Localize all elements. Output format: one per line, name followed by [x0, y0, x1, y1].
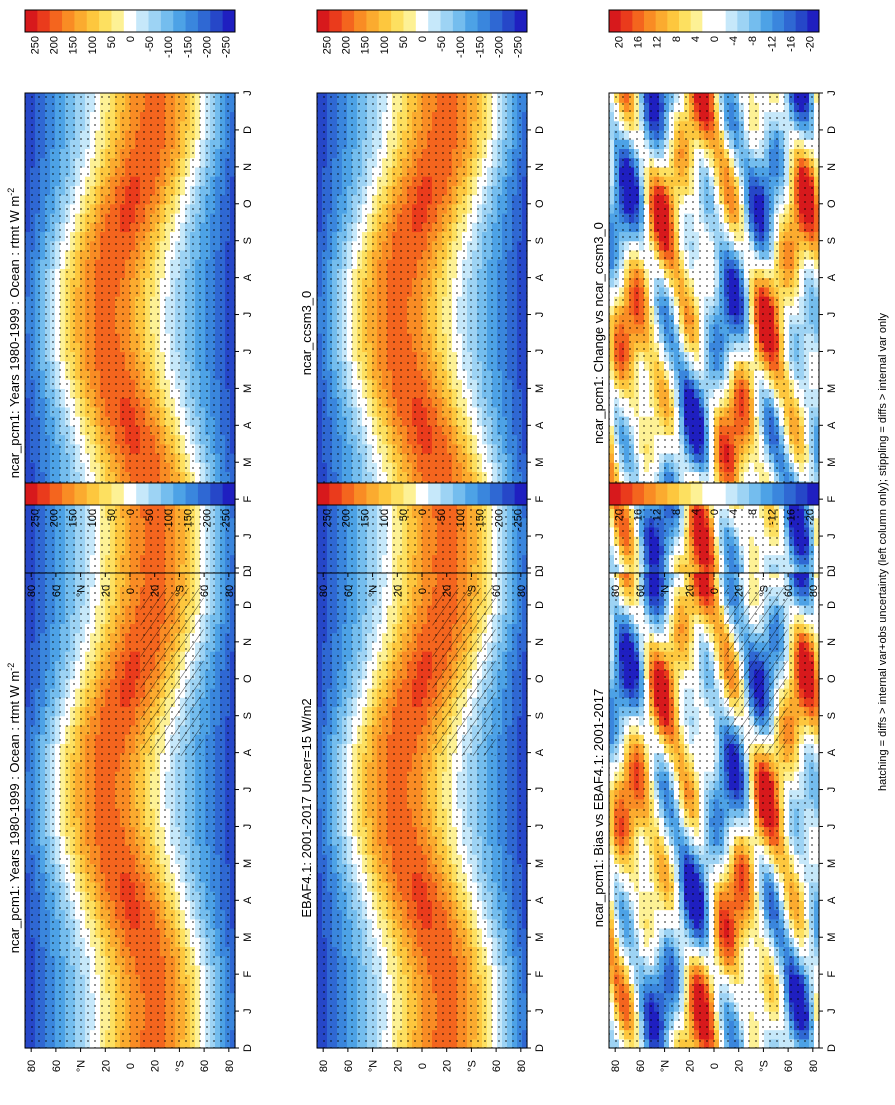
month-tick-label: J: [534, 1008, 546, 1014]
month-tick-label: O: [242, 674, 254, 683]
month-tick-label: M: [242, 933, 254, 942]
month-tick-label: D: [534, 1044, 546, 1052]
month-tick-label: S: [534, 712, 546, 719]
panel-bias: 80 60 °N 20 0 20 °S 60 80DJFMAMJJASONDJncar_pcm1…: [591, 565, 838, 1072]
title-superscript: -2: [6, 663, 16, 671]
month-tick-label: J: [242, 787, 254, 793]
lat-tick-label: °S: [174, 1060, 186, 1072]
hatching-overlay: [432, 588, 496, 756]
hatching-overlay: [140, 588, 204, 756]
month-tick-label: S: [242, 712, 254, 719]
lat-tick-label: 60: [199, 1060, 211, 1072]
month-tick-label: J: [534, 787, 546, 793]
month-tick-label: M: [534, 933, 546, 942]
month-tick-label: N: [242, 638, 254, 646]
month-tick-label: J: [242, 824, 254, 830]
panel-title: EBAF4.1: 2001-2017 Uncer=15 W/m2: [299, 698, 314, 917]
lat-tick-label: 60: [51, 1060, 63, 1072]
lat-tick-label: 80: [224, 1060, 236, 1072]
lat-tick-label: 60: [491, 1060, 503, 1072]
month-tick-label: J: [242, 1008, 254, 1014]
month-tick-label: F: [242, 971, 254, 978]
panel-model-left: 80 60 °N 20 0 20 °S 60 80 D J F M A M J J A S O N D Jncar_pcm1…: [6, 565, 254, 1072]
month-tick-label: D: [534, 601, 546, 609]
month-tick-label: D: [242, 1044, 254, 1052]
month-tick-label: N: [534, 638, 546, 646]
lat-tick-label: °S: [466, 1060, 478, 1072]
lat-tick-label: 0: [125, 1063, 137, 1069]
month-tick-label: D: [242, 601, 254, 609]
month-tick-label: A: [242, 748, 254, 756]
lat-tick-label: 20: [392, 1060, 404, 1072]
month-tick-label: A: [534, 748, 546, 756]
lat-tick-label: 80: [516, 1060, 528, 1072]
month-tick-label: J: [534, 824, 546, 830]
lat-tick-label: 20: [442, 1060, 454, 1072]
panel-obs: 80 60 °N 20 0 20 °S 60 80DJFMAMJJASONDJEBAF4.1: …: [299, 565, 546, 1072]
lat-tick-label: 0: [417, 1063, 429, 1069]
lat-tick-label: 80: [318, 1060, 330, 1072]
lat-tick-label: 20: [100, 1060, 112, 1072]
month-tick-label: A: [534, 896, 546, 904]
month-tick-label: J: [242, 565, 254, 571]
lat-tick-label: 80: [26, 1060, 38, 1072]
panel-title: ncar_pcm1: Years 1980-1999 : Ocean : rtm…: [6, 663, 22, 954]
month-tick-label: O: [534, 674, 546, 683]
lat-tick-label: 20: [150, 1060, 162, 1072]
lat-tick-label: °N: [76, 1060, 88, 1072]
month-tick-label: A: [242, 896, 254, 904]
lat-tick-label: 60: [343, 1060, 355, 1072]
lat-tick-label: °N: [368, 1060, 380, 1072]
month-tick-label: M: [534, 859, 546, 868]
month-tick-label: F: [534, 971, 546, 978]
month-tick-label: M: [242, 859, 254, 868]
